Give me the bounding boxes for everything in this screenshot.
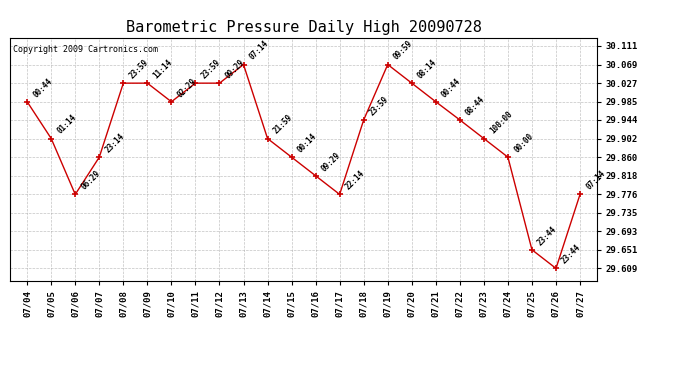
Text: 09:29: 09:29 xyxy=(319,150,342,173)
Text: 00:00: 00:00 xyxy=(512,132,535,154)
Text: 09:29: 09:29 xyxy=(224,58,246,80)
Text: 00:44: 00:44 xyxy=(31,76,54,99)
Text: 08:14: 08:14 xyxy=(416,58,439,80)
Text: 23:59: 23:59 xyxy=(199,58,222,80)
Text: 23:14: 23:14 xyxy=(104,132,126,154)
Text: 07:14: 07:14 xyxy=(248,39,270,62)
Text: 01:14: 01:14 xyxy=(55,113,78,136)
Text: 23:59: 23:59 xyxy=(368,94,391,117)
Text: 23:44: 23:44 xyxy=(560,243,583,266)
Text: 100:00: 100:00 xyxy=(488,110,514,136)
Text: 11:14: 11:14 xyxy=(152,58,175,80)
Text: 06:29: 06:29 xyxy=(79,169,102,192)
Text: 23:59: 23:59 xyxy=(128,58,150,80)
Text: 22:14: 22:14 xyxy=(344,169,366,192)
Text: 02:29: 02:29 xyxy=(175,76,198,99)
Text: 08:44: 08:44 xyxy=(464,94,486,117)
Text: 21:59: 21:59 xyxy=(272,113,295,136)
Text: 09:59: 09:59 xyxy=(392,39,415,62)
Text: Copyright 2009 Cartronics.com: Copyright 2009 Cartronics.com xyxy=(13,45,158,54)
Text: 07:14: 07:14 xyxy=(584,169,607,192)
Text: 00:44: 00:44 xyxy=(440,76,463,99)
Text: 23:44: 23:44 xyxy=(536,224,559,247)
Title: Barometric Pressure Daily High 20090728: Barometric Pressure Daily High 20090728 xyxy=(126,20,482,35)
Text: 00:14: 00:14 xyxy=(296,132,319,154)
